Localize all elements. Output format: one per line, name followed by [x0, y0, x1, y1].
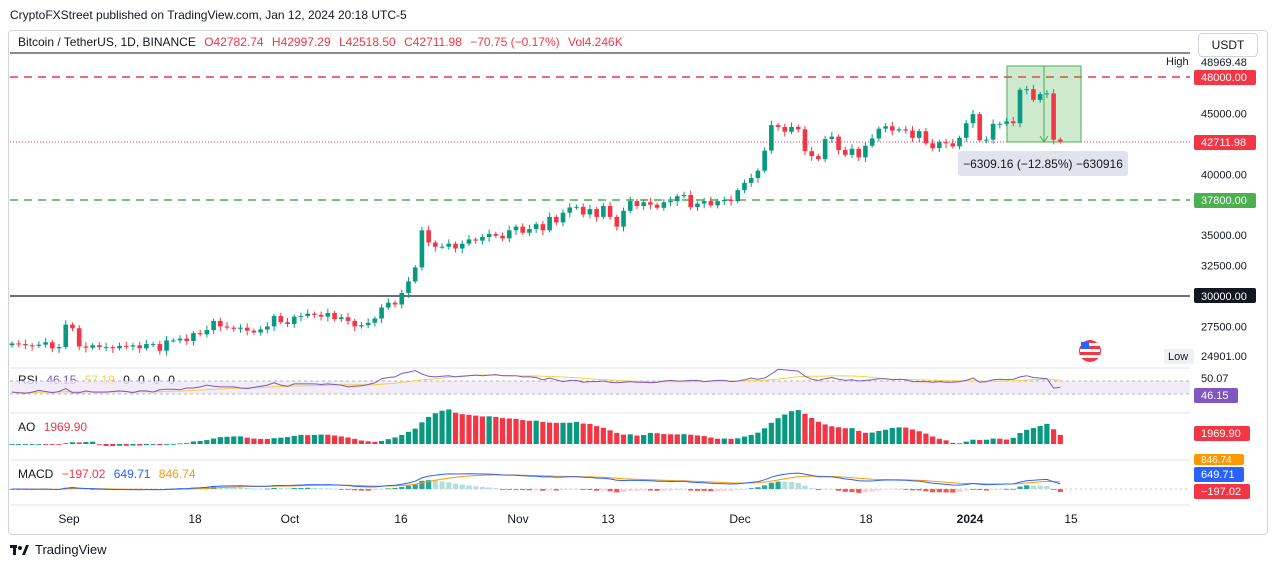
ao-legend: AO 1969.90 [18, 420, 92, 434]
symbol-legend: Bitcoin / TetherUS, 1D, BINANCE O42782.7… [18, 35, 628, 49]
footer: TradingView [10, 542, 107, 557]
tradingview-logo-icon [10, 544, 29, 555]
macd-hist-legend: −197.02 [61, 467, 106, 481]
ohlc-open: O42782.74 [204, 35, 264, 49]
rsi-name[interactable]: RSI [18, 373, 39, 387]
rsi-value: 46.15 [46, 373, 77, 387]
ohlc-change: −70.75 (−0.17%) [470, 35, 560, 49]
ao-value: 1969.90 [43, 420, 88, 434]
ohlc-close: C42711.98 [404, 35, 462, 49]
ohlc-low: L42518.50 [338, 35, 396, 49]
rsi-extra-4: 0 [168, 373, 175, 387]
currency-button[interactable]: USDT [1198, 33, 1258, 57]
rsi-extra-1: 0 [123, 373, 130, 387]
macd-line-legend: 649.71 [113, 467, 151, 481]
ohlc-high: H42997.29 [271, 35, 331, 49]
rsi-legend: RSI 46.15 57.19 0 0 0 0 [18, 373, 180, 387]
volume-value: Vol4.246K [567, 35, 623, 49]
symbol-name[interactable]: Bitcoin / TetherUS, 1D, BINANCE [18, 35, 196, 49]
macd-signal-legend: 846.74 [158, 467, 196, 481]
chart-frame [8, 30, 1268, 535]
rsi-extra-2: 0 [138, 373, 145, 387]
footer-brand[interactable]: TradingView [35, 542, 107, 557]
ao-name[interactable]: AO [18, 420, 36, 434]
rsi-ma-value: 57.19 [84, 373, 115, 387]
macd-legend: MACD −197.02 649.71 846.74 [18, 467, 201, 481]
publisher-note: CryptoFXStreet published on TradingView.… [10, 8, 407, 22]
macd-name[interactable]: MACD [18, 467, 54, 481]
rsi-extra-3: 0 [153, 373, 160, 387]
